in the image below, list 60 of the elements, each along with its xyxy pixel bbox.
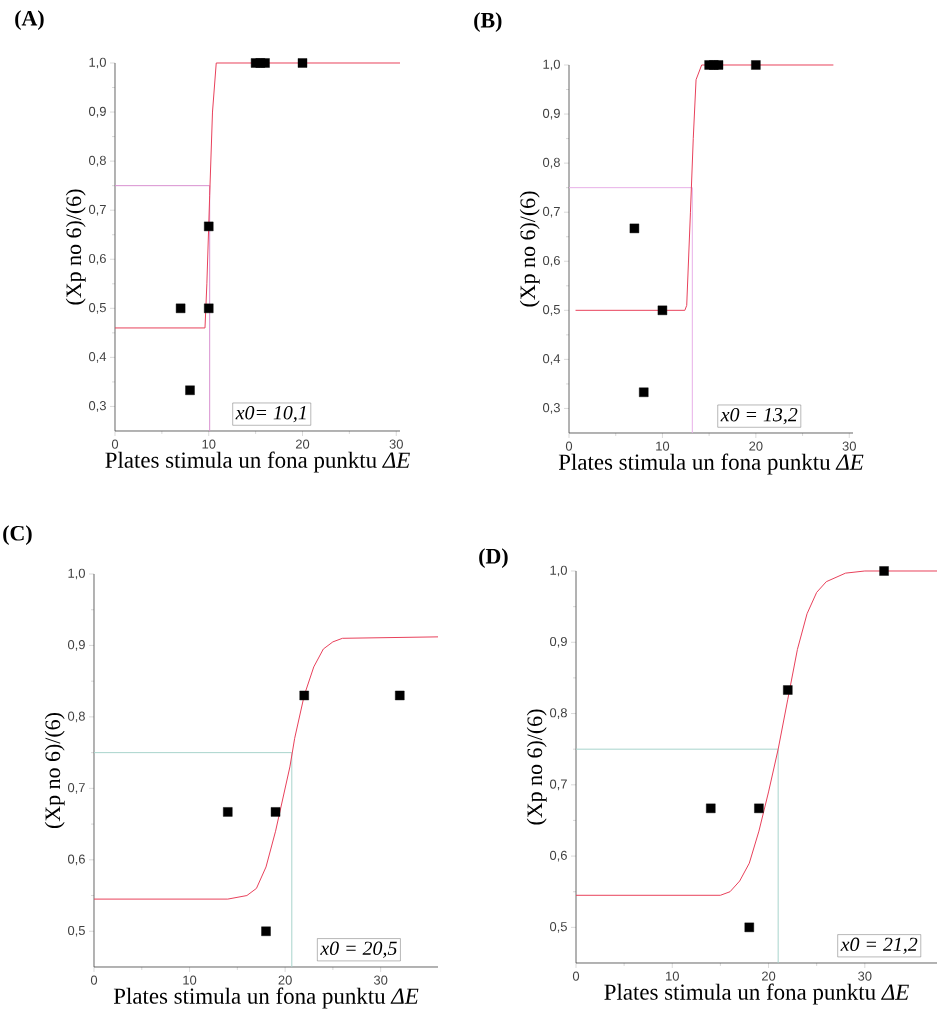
x-tick-label: 10 <box>202 439 216 449</box>
y-tick-label: 0,7 <box>67 783 85 794</box>
x-tick-label: 30 <box>858 971 872 981</box>
y-tick-label: 0,3 <box>88 401 106 412</box>
annotation: x0 = 20,5 <box>320 941 397 958</box>
x-tick-label: 20 <box>278 975 292 985</box>
chart-title: (D) <box>479 548 508 569</box>
x-tick-label: 20 <box>295 439 310 449</box>
y-tick-label: 1,0 <box>543 59 560 71</box>
x-tick-label: 10 <box>656 441 670 451</box>
y-tick-label: 0,9 <box>88 106 106 118</box>
y-tick-label: 0,4 <box>88 352 107 363</box>
y-tick-label: 0,8 <box>542 157 560 169</box>
y-axis-title: (Xp no 6)/(6) <box>526 709 547 825</box>
chart-title: (A) <box>15 10 44 31</box>
chart-title: (C) <box>3 525 32 546</box>
y-tick-label: 0,5 <box>88 302 106 314</box>
x-tick-label: 10 <box>666 971 679 981</box>
y-tick-label: 0,6 <box>542 255 560 267</box>
y-tick-label: 0,9 <box>542 108 560 120</box>
y-tick-label: 0,7 <box>542 206 560 218</box>
x-tick-label: 30 <box>842 441 856 451</box>
y-axis-title: (Xp no 6)/(6) <box>44 713 65 828</box>
x-axis-title: Plates stimula un fona punktu ΔE <box>105 451 410 473</box>
y-tick-label: 0,5 <box>542 304 560 316</box>
chart-title: (B) <box>474 12 502 33</box>
y-tick-label: 0,6 <box>549 850 567 862</box>
x-tick-label: 20 <box>749 441 763 451</box>
y-tick-label: 0,6 <box>88 253 106 265</box>
x-axis-title: Plates stimula un fona punktu ΔE <box>558 453 864 475</box>
x-tick-label: 10 <box>183 975 197 985</box>
y-tick-label: 1,0 <box>550 565 567 577</box>
x-axis-title: Plates stimula un fona punktu ΔE <box>113 987 419 1009</box>
x-tick-label: 20 <box>761 971 776 981</box>
y-tick-label: 0,4 <box>542 354 561 365</box>
annotation: x0= 10,1 <box>235 405 306 423</box>
x-tick-label: 0 <box>111 439 119 449</box>
x-tick-label: 0 <box>572 971 580 981</box>
annotation: x0 = 21,2 <box>840 937 918 954</box>
y-tick-label: 0,7 <box>549 779 567 791</box>
y-tick-label: 0,7 <box>88 204 106 216</box>
y-tick-label: 0,5 <box>549 922 567 933</box>
y-tick-label: 0,9 <box>549 636 567 648</box>
y-axis-title: (Xp no 6)/(6) <box>65 189 86 305</box>
x-tick-label: 30 <box>373 975 388 985</box>
x-axis-title: Plates stimula un fona punktu ΔE <box>604 983 909 1005</box>
y-tick-label: 1,0 <box>68 568 85 580</box>
x-tick-label: 0 <box>90 975 98 985</box>
y-tick-label: 0,3 <box>542 403 560 414</box>
y-tick-label: 0,8 <box>88 155 106 167</box>
annotation: x0 = 13,2 <box>720 407 798 425</box>
y-tick-label: 0,8 <box>549 708 567 719</box>
y-tick-label: 0,9 <box>67 640 85 651</box>
x-tick-label: 0 <box>565 441 573 451</box>
y-tick-label: 0,5 <box>67 925 85 937</box>
y-tick-label: 0,6 <box>67 854 85 866</box>
y-tick-label: 0,8 <box>67 711 85 723</box>
y-axis-title: (Xp no 6)/(6) <box>519 191 540 307</box>
x-tick-label: 30 <box>389 439 403 449</box>
y-tick-label: 1,0 <box>89 57 106 69</box>
